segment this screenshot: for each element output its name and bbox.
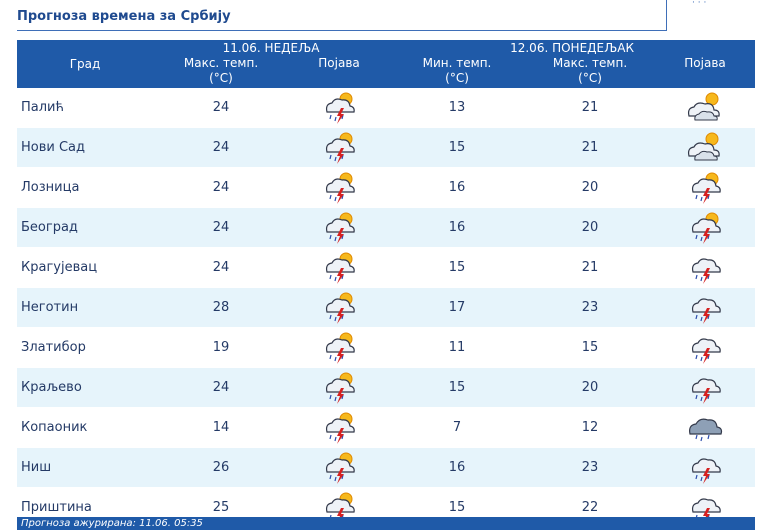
page-title: Прогноза времена за Србију xyxy=(17,9,231,24)
day2-min-temp: 16 xyxy=(389,207,526,248)
day1-max-temp: 24 xyxy=(153,247,289,288)
day2-min-temp: 15 xyxy=(389,367,526,408)
day1-max-temp: 19 xyxy=(153,327,289,368)
day2-max-temp: 23 xyxy=(525,287,656,328)
city-name[interactable]: Краљево xyxy=(17,367,153,408)
day2-max-temp: 23 xyxy=(525,447,656,488)
header-day1-date: 11.06. НЕДЕЉА xyxy=(153,40,390,56)
corner-logo[interactable]: · · · xyxy=(692,0,707,6)
sun-cloud-rain-lightning-icon xyxy=(319,210,359,246)
header-day2-min: Мин. темп. (°C) xyxy=(389,56,526,88)
day1-max-temp: 14 xyxy=(153,407,289,448)
sun-cloud-rain-lightning-icon xyxy=(319,130,359,166)
day2-min-temp: 16 xyxy=(389,447,526,488)
partly-cloudy-icon xyxy=(685,130,725,166)
header-day1-max: Макс. темп. (°C) xyxy=(153,56,289,88)
day2-max-temp: 15 xyxy=(525,327,656,368)
day1-max-temp: 24 xyxy=(153,167,289,208)
sun-cloud-rain-lightning-icon xyxy=(319,330,359,366)
day2-max-temp: 21 xyxy=(525,247,656,288)
city-name[interactable]: Ниш xyxy=(17,447,153,488)
cloud-rain-lightning-icon xyxy=(685,450,725,486)
table-row: Нови Сад 24 15 21 xyxy=(17,127,756,168)
table-row: Копаоник 14 7 12 xyxy=(17,407,756,448)
day2-min-temp: 11 xyxy=(389,327,526,368)
day2-min-temp: 13 xyxy=(389,88,526,128)
day2-max-temp: 20 xyxy=(525,167,656,208)
city-name[interactable]: Неготин xyxy=(17,287,153,328)
header-day1-phenomenon: Појава xyxy=(289,56,390,88)
sun-cloud-rain-lightning-icon xyxy=(685,210,725,246)
vertical-divider xyxy=(666,0,667,30)
sun-cloud-rain-lightning-icon xyxy=(319,290,359,326)
header-city: Град xyxy=(17,40,153,88)
day2-max-temp: 21 xyxy=(525,88,656,128)
day2-max-temp: 20 xyxy=(525,367,656,408)
city-name[interactable]: Златибор xyxy=(17,327,153,368)
table-row: Неготин 28 17 23 xyxy=(17,287,756,328)
sun-cloud-rain-lightning-icon xyxy=(319,90,359,126)
day1-max-temp: 24 xyxy=(153,88,289,128)
sun-cloud-rain-lightning-icon xyxy=(319,250,359,286)
header-day2-phenomenon: Појава xyxy=(655,56,756,88)
city-name[interactable]: Палић xyxy=(17,88,153,128)
day2-min-temp: 15 xyxy=(389,247,526,288)
cloud-rain-lightning-icon xyxy=(685,250,725,286)
sun-cloud-rain-lightning-icon xyxy=(319,170,359,206)
day1-max-temp: 24 xyxy=(153,207,289,248)
city-name[interactable]: Крагујевац xyxy=(17,247,153,288)
cloud-rain-lightning-icon xyxy=(685,290,725,326)
cloud-rain-lightning-icon xyxy=(685,330,725,366)
city-name[interactable]: Београд xyxy=(17,207,153,248)
city-name[interactable]: Копаоник xyxy=(17,407,153,448)
day2-min-temp: 17 xyxy=(389,287,526,328)
header-day2-date: 12.06. ПОНЕДЕЉАК xyxy=(389,40,756,56)
day1-max-temp: 26 xyxy=(153,447,289,488)
sun-cloud-rain-lightning-icon xyxy=(685,170,725,206)
table-row: Палић 24 13 21 xyxy=(17,88,756,128)
footer-bar: Прогноза ажурирана: 11.06. 05:35 xyxy=(17,517,755,530)
sun-cloud-rain-lightning-icon xyxy=(319,450,359,486)
table-row: Крагујевац 24 15 21 xyxy=(17,247,756,288)
table-row: Београд 24 16 20 xyxy=(17,207,756,248)
table-row: Краљево 24 15 20 xyxy=(17,367,756,408)
day2-min-temp: 7 xyxy=(389,407,526,448)
city-name[interactable]: Лозница xyxy=(17,167,153,208)
cloud-rain-lightning-icon xyxy=(685,370,725,406)
day2-max-temp: 20 xyxy=(525,207,656,248)
header-day2-max: Макс. темп. (°C) xyxy=(525,56,656,88)
forecast-table: Град 11.06. НЕДЕЉА 12.06. ПОНЕДЕЉАК Макс… xyxy=(17,40,756,528)
day1-max-temp: 24 xyxy=(153,127,289,168)
city-name[interactable]: Нови Сад xyxy=(17,127,153,168)
cloud-rain-icon xyxy=(685,410,725,446)
table-row: Ниш 26 16 23 xyxy=(17,447,756,488)
day1-max-temp: 24 xyxy=(153,367,289,408)
title-divider xyxy=(17,30,667,31)
table-row: Лозница 24 16 20 xyxy=(17,167,756,208)
day2-min-temp: 16 xyxy=(389,167,526,208)
day2-min-temp: 15 xyxy=(389,127,526,168)
table-row: Златибор 19 11 15 xyxy=(17,327,756,368)
day1-max-temp: 28 xyxy=(153,287,289,328)
day2-max-temp: 12 xyxy=(525,407,656,448)
partly-cloudy-icon xyxy=(685,90,725,126)
update-timestamp: Прогноза ажурирана: 11.06. 05:35 xyxy=(21,518,203,529)
day2-max-temp: 21 xyxy=(525,127,656,168)
sun-cloud-rain-lightning-icon xyxy=(319,410,359,446)
sun-cloud-rain-lightning-icon xyxy=(319,370,359,406)
